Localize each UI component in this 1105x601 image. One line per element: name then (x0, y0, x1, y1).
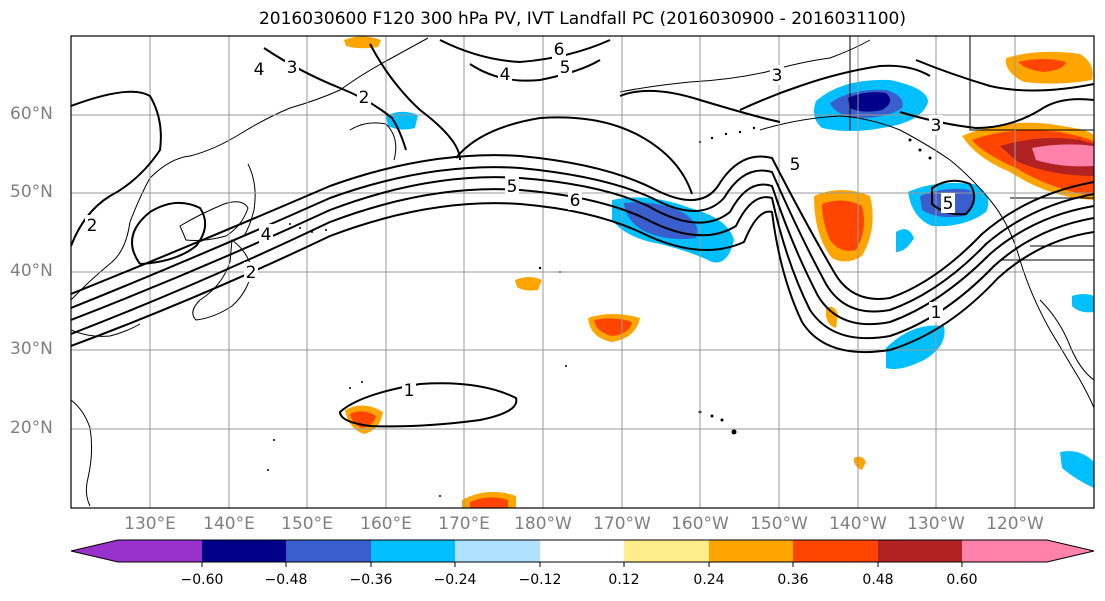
colorbar (70, 539, 1095, 567)
lon-label: 120°W (986, 514, 1044, 534)
colorbar-tick-label: 0.36 (777, 572, 809, 588)
lon-label: 130°W (907, 514, 965, 534)
pv-contour-labels: 4 3 2 6 5 4 3 3 2 4 2 5 6 5 (85, 39, 955, 401)
contour-label: 2 (246, 263, 257, 283)
contour-label: 1 (404, 381, 415, 401)
contour-label: 1 (931, 303, 942, 323)
lat-label: 60°N (10, 104, 53, 124)
contour-label: 5 (507, 177, 518, 197)
colorbar-segment (962, 540, 1047, 562)
contour-label: 4 (261, 225, 272, 245)
lon-label: 170°W (593, 514, 651, 534)
colorbar-extend-low (71, 540, 118, 562)
contour-label: 6 (554, 40, 565, 60)
colorbar-segment (709, 540, 794, 562)
contour-label: 2 (359, 88, 370, 108)
colorbar-segment (118, 540, 203, 562)
colorbar-tick-label: −0.48 (264, 572, 308, 588)
lat-label: 30°N (10, 339, 53, 359)
colorbar-tick-label: 0.12 (608, 572, 640, 588)
lon-label: 160°W (671, 514, 729, 534)
lon-label: 180°W (514, 514, 572, 534)
contour-label: 6 (570, 191, 581, 211)
colorbar-tick-label: −0.36 (349, 572, 393, 588)
contour-label: 4 (254, 60, 265, 80)
colorbar-tick-label: −0.24 (433, 572, 477, 588)
lon-label: 140°E (203, 514, 255, 534)
colorbar-segment (540, 540, 625, 562)
lon-label: 160°E (360, 514, 412, 534)
colorbar-segment (455, 540, 541, 562)
lat-label: 40°N (10, 261, 53, 281)
colorbar-segment (202, 540, 287, 562)
contour-label: 3 (287, 58, 298, 78)
lon-label: 140°W (829, 514, 887, 534)
colorbar-segment (624, 540, 710, 562)
contour-label: 5 (943, 194, 954, 214)
graticule (71, 36, 1094, 508)
lat-label: 50°N (10, 182, 53, 202)
colorbar-tick-label: 0.24 (693, 572, 725, 588)
lat-label: 20°N (10, 418, 53, 438)
colorbar-tick-label: −0.12 (518, 572, 562, 588)
lon-label: 150°W (750, 514, 808, 534)
islands (267, 126, 932, 497)
lon-label: 170°E (438, 514, 490, 534)
colorbar-outline (70, 539, 1095, 563)
contour-label: 5 (790, 155, 801, 175)
colorbar-tick-label: −0.60 (180, 572, 224, 588)
figure-title: 2016030600 F120 300 hPa PV, IVT Landfall… (258, 9, 906, 29)
contour-label: 2 (87, 216, 98, 236)
colorbar-extend-high (1047, 540, 1094, 562)
colorbar-segment (371, 540, 456, 562)
colorbar-segment (793, 540, 879, 562)
contour-label: 4 (500, 65, 511, 85)
colorbar-segment (878, 540, 963, 562)
lon-label: 130°E (124, 514, 176, 534)
colorbar-tick-label: 0.60 (946, 572, 978, 588)
contour-label: 3 (772, 66, 783, 86)
contour-label: 5 (560, 58, 571, 78)
contour-label: 3 (931, 116, 942, 136)
lon-label: 150°E (281, 514, 333, 534)
map-frame (70, 35, 1095, 509)
colorbar-tick-label: 0.48 (862, 572, 894, 588)
colorbar-segment (286, 540, 372, 562)
